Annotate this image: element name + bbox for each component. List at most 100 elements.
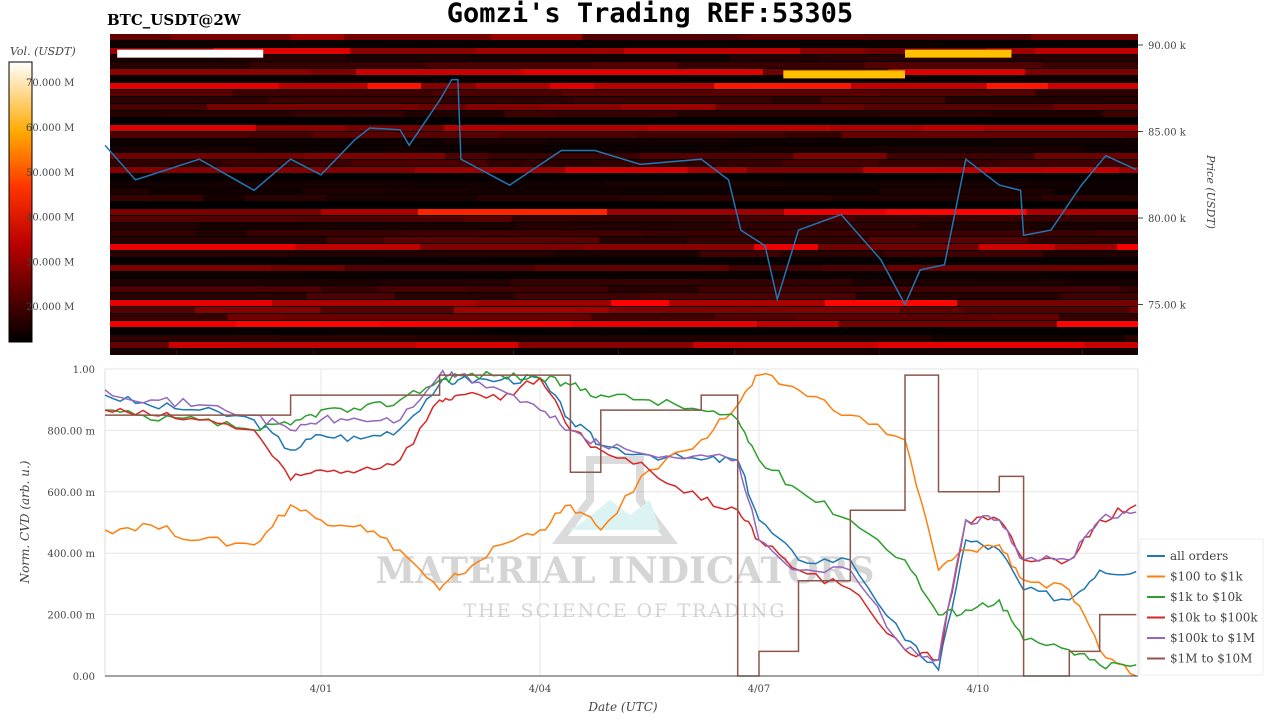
heatmap-highlight-band (905, 49, 1012, 58)
heatmap-cell (302, 153, 446, 159)
heatmap-cell (1056, 258, 1115, 264)
heatmap-cell (821, 97, 946, 103)
heatmap-cell (1001, 160, 1138, 166)
heatmap-cell (378, 321, 573, 327)
heatmap-cell (431, 90, 562, 96)
heatmap-cell (729, 293, 856, 299)
heatmap-cell (514, 293, 641, 299)
heatmap-cell (841, 132, 950, 138)
heatmap-cell (663, 160, 725, 166)
heatmap-cell (892, 230, 1096, 236)
heatmap-cell (378, 286, 471, 292)
heatmap-cell (110, 76, 201, 82)
heatmap-cell (504, 111, 556, 117)
heatmap-cell (482, 314, 592, 320)
heatmap-cell (326, 195, 477, 201)
heatmap-cell (918, 223, 1032, 229)
heatmap-cell (585, 76, 738, 82)
heatmap-cell (380, 41, 593, 47)
heatmap-cell (311, 69, 356, 75)
heatmap-cell (582, 244, 755, 250)
heatmap-cell (699, 251, 781, 257)
heatmap-cell (663, 202, 745, 208)
heatmap-cell (432, 174, 478, 180)
heatmap-cell (1102, 111, 1138, 117)
heatmap-cell (906, 202, 1090, 208)
heatmap-cell (110, 167, 234, 173)
heatmap-cell (203, 195, 246, 201)
price-line (104, 78, 1137, 307)
heatmap-cell (513, 349, 619, 355)
x-axis-label: Date (UTC) (587, 700, 657, 714)
heatmap-cell (978, 244, 1056, 250)
heatmap-cell (110, 118, 247, 124)
colorbar-tick-label: 20.000 M (26, 302, 74, 313)
x-tick-label: 4/07 (748, 684, 770, 695)
heatmap-cell (714, 314, 795, 320)
heatmap-cell (290, 34, 345, 40)
heatmap-cell (110, 146, 256, 152)
heatmap-cell (110, 125, 256, 131)
heatmap-cell (818, 244, 979, 250)
heatmap-cell (110, 160, 172, 166)
heatmap-cell (648, 328, 814, 334)
heatmap-cell (511, 216, 731, 222)
colorbar-label: Vol. (USDT) (10, 45, 76, 58)
heatmap-cell (171, 160, 223, 166)
heatmap-cell (380, 251, 442, 257)
x-tick-label: 4/10 (967, 684, 989, 695)
heatmap-cell (818, 55, 1014, 61)
heatmap-cell (806, 279, 853, 285)
heatmap-cell (110, 97, 268, 103)
heatmap-cell (620, 104, 716, 110)
heatmap-cell (476, 195, 562, 201)
heatmap-highlight-band (783, 70, 905, 79)
heatmap-cell (1060, 293, 1138, 299)
heatmap-cell (740, 34, 871, 40)
heatmap-cell (176, 349, 314, 355)
heatmap-cell (419, 104, 466, 110)
heatmap-cell (110, 321, 237, 327)
heatmap-cell (469, 55, 557, 61)
heatmap-cell (669, 300, 750, 306)
heatmap-cell (486, 258, 558, 264)
heatmap-cell (206, 104, 420, 110)
heatmap-cell (744, 202, 907, 208)
heatmap-cell (232, 90, 432, 96)
heatmap-cell (292, 111, 405, 117)
heatmap-cell (824, 300, 958, 306)
heatmap-cell (814, 188, 879, 194)
legend-label: $100k to $1M (1170, 631, 1255, 645)
heatmap-cell (730, 55, 819, 61)
heatmap-cell (110, 111, 166, 117)
heatmap-cell (110, 69, 312, 75)
series-line-0 (104, 373, 1137, 672)
heatmap-cell (110, 237, 327, 243)
heatmap-cell (465, 104, 539, 110)
watermark: MATERIAL INDICATORS THE SCIENCE OF TRADI… (375, 456, 875, 622)
heatmap-cell (485, 328, 539, 334)
heatmap-cell (300, 223, 465, 229)
y-tick-label: 400.00 m (47, 549, 95, 560)
heatmap-cell (150, 328, 330, 334)
heatmap-cell (194, 307, 321, 313)
heatmap-cell (110, 335, 280, 341)
heatmap-cell (870, 34, 1032, 40)
heatmap-cell (634, 279, 807, 285)
legend: all orders $100 to $1k $1k to $10k $10k to … (1139, 538, 1264, 676)
legend-label: $100 to $1k (1170, 570, 1243, 584)
heatmap-cell (649, 125, 832, 131)
heatmap-cell (920, 125, 985, 131)
heatmap-cell (910, 118, 1095, 124)
heatmap-cell (173, 202, 305, 208)
heatmap-cell (333, 76, 516, 82)
heatmap-cell (320, 209, 418, 215)
heatmap-cell (831, 125, 921, 131)
heatmap-highlight-band (117, 49, 264, 58)
heatmap-cell (623, 48, 801, 54)
heatmap-cell (200, 76, 252, 82)
heatmap-cell (1056, 321, 1138, 327)
symbol-label: BTC_USDT@2W (107, 11, 241, 29)
heatmap-cell (312, 132, 502, 138)
heatmap-cell (250, 132, 313, 138)
